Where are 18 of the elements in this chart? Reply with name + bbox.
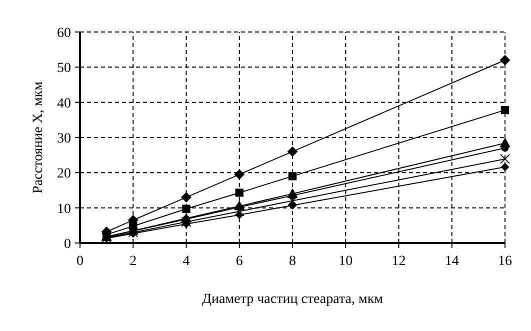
x-tick-label: 10 (338, 254, 353, 269)
y-tick-label: 30 (57, 132, 71, 146)
y-tick-label: 50 (57, 61, 71, 76)
x-tick-label: 14 (444, 254, 459, 269)
x-axis-title: Диаметр частиц стеарата, мкм (202, 292, 384, 307)
x-tick-label: 0 (76, 254, 84, 269)
y-tick-label: 40 (57, 96, 71, 112)
x-tick-label: 4 (182, 254, 190, 269)
x-tick-label: 12 (392, 254, 406, 269)
y-axis-title: Расстояние X, мкм (31, 81, 46, 194)
y-tick-label: 0 (64, 237, 71, 252)
y-tick-label: 60 (57, 26, 71, 41)
y-tick-label: 20 (57, 166, 71, 182)
y-tick-label: 10 (57, 202, 71, 217)
x-tick-label: 8 (289, 254, 296, 269)
x-tick-label: 16 (498, 254, 512, 269)
x-tick-label: 2 (130, 254, 137, 269)
x-tick-label: 6 (236, 254, 243, 269)
